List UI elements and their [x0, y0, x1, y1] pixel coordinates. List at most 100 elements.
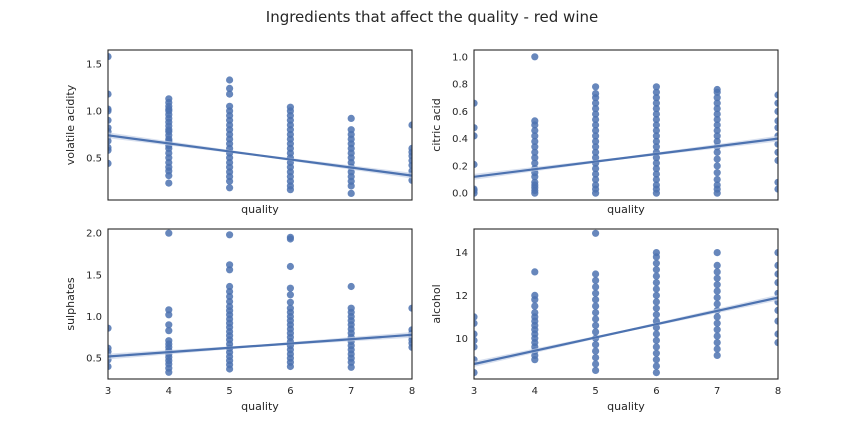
- x-tick-label: 4: [166, 386, 172, 397]
- data-point: [652, 343, 661, 351]
- data-point: [531, 126, 539, 135]
- data-point: [774, 261, 778, 269]
- data-point: [165, 229, 173, 237]
- y-tick-label: 1.0: [452, 52, 468, 63]
- y-tick-label: 0.4: [452, 134, 468, 145]
- subplot-sulphates: 0.5 1.0 1.5 2.0 3 4 5 6 7 8 quality sulphates: [64, 228, 415, 413]
- data-point: [592, 115, 600, 124]
- y-axis-label: citric acid: [430, 98, 443, 151]
- plot-area-citric-acid: [474, 53, 778, 197]
- data-point: [592, 283, 600, 291]
- data-point: [226, 76, 234, 84]
- y-axis-label: alcohol: [430, 284, 443, 323]
- data-point: [592, 165, 600, 173]
- y-tick-label: 1.0: [86, 106, 102, 117]
- data-point: [652, 181, 661, 189]
- data-point: [531, 309, 539, 317]
- data-point: [592, 296, 600, 304]
- data-point: [592, 99, 600, 107]
- data-point: [713, 300, 721, 308]
- data-point: [652, 349, 661, 357]
- data-point: [652, 272, 661, 280]
- x-tick-label: 8: [409, 386, 415, 397]
- y-tick-label: 10: [455, 334, 468, 345]
- regression-line: [108, 333, 412, 358]
- x-tick-label: 3: [105, 386, 111, 397]
- x-tick-label: 7: [714, 386, 720, 397]
- data-point: [713, 115, 721, 124]
- data-point: [592, 328, 600, 336]
- data-point: [774, 317, 778, 325]
- y-tick-label: 0.5: [86, 153, 102, 164]
- y-tick-label: 14: [455, 248, 468, 259]
- data-point: [347, 282, 355, 291]
- data-point: [592, 321, 600, 329]
- data-point: [474, 124, 478, 132]
- data-point: [286, 262, 294, 271]
- data-point: [108, 105, 112, 113]
- data-point: [592, 170, 600, 178]
- subplot-citric-acid: 0.0 0.2 0.4 0.6 0.8 1.0 quality citric acid: [430, 49, 779, 216]
- data-point: [592, 126, 600, 135]
- data-point: [713, 94, 721, 102]
- plot-area-sulphates: [108, 229, 412, 376]
- data-point: [347, 304, 355, 312]
- data-point: [592, 341, 600, 349]
- data-point: [286, 284, 294, 292]
- data-point: [286, 233, 294, 241]
- data-point: [774, 279, 778, 287]
- y-tick-label: 12: [455, 291, 468, 302]
- data-point: [774, 156, 778, 165]
- subplot-volatile-acidity: 0.5 1.0 1.5 quality volatile acidity: [64, 49, 413, 216]
- x-tick-label: 7: [348, 386, 354, 397]
- data-point: [474, 160, 478, 169]
- data-point: [592, 229, 600, 237]
- plot-area-volatile-acidity: [108, 53, 412, 197]
- data-point: [474, 343, 478, 351]
- regression-line: [474, 296, 778, 366]
- data-point: [474, 330, 478, 338]
- data-point: [713, 99, 721, 107]
- data-point: [592, 347, 600, 355]
- data-point: [652, 298, 661, 306]
- data-point: [713, 121, 721, 129]
- data-point: [592, 154, 600, 162]
- data-point: [108, 53, 112, 61]
- data-point: [108, 159, 112, 167]
- data-point: [226, 184, 234, 192]
- data-point: [165, 327, 173, 335]
- data-point: [592, 270, 600, 278]
- data-point: [226, 266, 234, 274]
- data-point: [652, 99, 661, 107]
- data-point: [474, 336, 478, 344]
- data-point: [652, 304, 661, 312]
- y-tick-label: 0.6: [452, 107, 468, 118]
- data-point: [108, 344, 112, 352]
- data-point: [592, 289, 600, 297]
- axes-frame: [473, 49, 779, 201]
- data-point: [226, 102, 234, 110]
- x-axis-label: quality: [241, 400, 279, 413]
- data-point: [652, 110, 661, 118]
- data-point: [108, 124, 112, 132]
- data-point: [531, 148, 539, 156]
- data-point: [652, 285, 661, 293]
- data-point: [713, 339, 721, 347]
- data-point: [713, 249, 721, 257]
- data-point: [774, 185, 778, 193]
- data-point: [165, 321, 173, 329]
- data-point: [774, 91, 778, 99]
- data-point: [652, 143, 661, 151]
- data-point: [226, 297, 234, 306]
- data-point: [408, 304, 412, 312]
- data-point: [474, 185, 478, 193]
- data-point: [652, 88, 661, 96]
- data-point: [286, 298, 294, 306]
- y-tick-label: 0.8: [452, 80, 468, 91]
- data-point: [165, 179, 173, 187]
- data-point: [652, 83, 661, 91]
- data-point: [652, 170, 661, 178]
- data-point: [713, 261, 721, 269]
- data-point: [226, 287, 234, 296]
- data-point: [774, 99, 778, 107]
